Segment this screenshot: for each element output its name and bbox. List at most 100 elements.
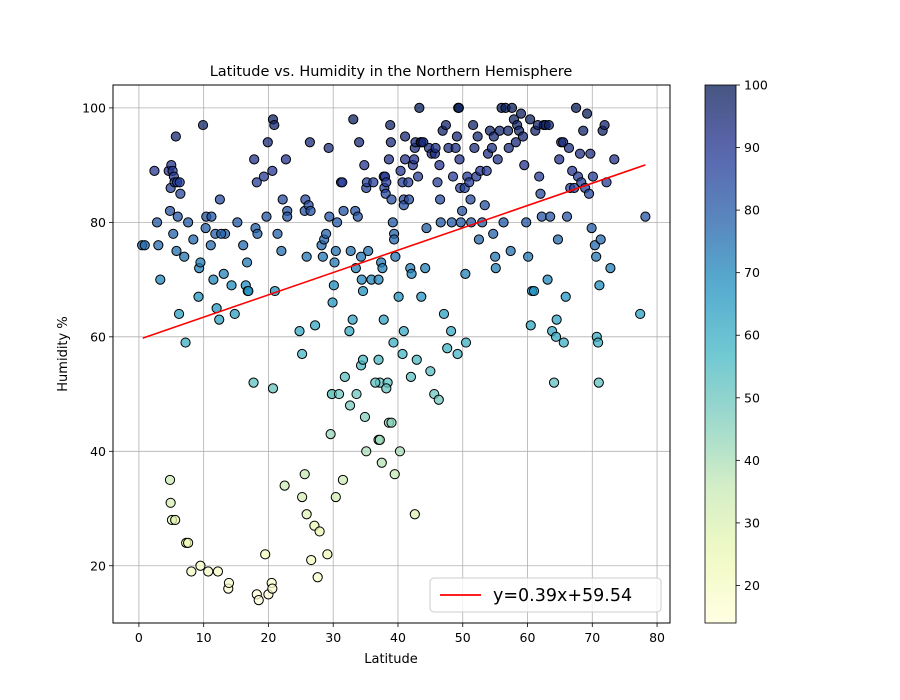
y-tick-label: 60 [90, 329, 106, 344]
data-point [521, 217, 532, 228]
data-point [232, 217, 243, 228]
data-point [206, 211, 217, 222]
data-point [272, 228, 283, 239]
data-point [388, 234, 400, 245]
data-point [297, 348, 308, 360]
data-point [479, 200, 490, 211]
data-point [416, 291, 427, 302]
data-point [451, 131, 463, 142]
data-point [523, 251, 534, 262]
data-point [294, 326, 305, 337]
data-point [525, 320, 536, 331]
data-point [248, 377, 259, 388]
data-point [328, 280, 339, 291]
x-tick-label: 50 [455, 630, 471, 645]
data-point [351, 388, 362, 400]
data-point [280, 154, 292, 165]
data-point [486, 142, 497, 154]
data-point [164, 205, 176, 217]
data-point [170, 131, 181, 142]
data-point [197, 119, 209, 131]
data-point [344, 400, 356, 411]
chart-title: Latitude vs. Humidity in the Northern He… [210, 64, 573, 80]
data-point [322, 549, 333, 560]
colorbar-tick-label: 20 [744, 578, 760, 593]
data-point [344, 326, 355, 337]
data-point [550, 331, 562, 342]
data-point [543, 119, 554, 131]
data-point [442, 343, 453, 354]
data-point [258, 171, 270, 182]
data-point [460, 337, 472, 348]
data-point [591, 251, 602, 262]
y-tick-label: 80 [90, 215, 106, 230]
data-point [329, 257, 340, 268]
data-point [406, 268, 417, 279]
data-point [179, 251, 190, 262]
data-point [381, 177, 392, 188]
data-point [165, 497, 176, 508]
data-point [374, 434, 385, 445]
data-point [223, 577, 235, 589]
data-point [599, 119, 610, 131]
data-point [260, 549, 271, 560]
data-point [447, 171, 459, 182]
data-point [305, 205, 316, 217]
data-point [327, 297, 338, 308]
data-point [560, 291, 571, 302]
x-tick-label: 30 [325, 630, 341, 645]
data-point [397, 348, 408, 360]
data-point [432, 177, 443, 188]
data-point [149, 165, 160, 176]
data-point [421, 222, 432, 234]
data-point [173, 308, 185, 320]
data-point [464, 177, 475, 188]
data-point [411, 354, 422, 365]
data-point [435, 217, 446, 228]
data-point [267, 165, 278, 176]
data-point [355, 251, 367, 262]
data-point [468, 119, 479, 131]
colorbar-tick-label: 30 [744, 515, 760, 530]
data-point [434, 160, 445, 171]
data-point [195, 257, 206, 268]
data-point [574, 148, 586, 159]
data-point [279, 480, 290, 491]
data-point [403, 194, 415, 205]
data-point [570, 102, 582, 113]
data-point [195, 560, 206, 571]
data-point [390, 251, 401, 262]
data-point [333, 388, 345, 400]
regression-line-group [142, 164, 646, 339]
data-point [330, 245, 341, 257]
data-point [352, 211, 363, 222]
data-point [363, 245, 374, 257]
y-axis-ticks: 20 40 60 80 100 [82, 100, 113, 573]
data-point [267, 383, 279, 394]
data-point [583, 188, 595, 199]
colorbar-ticks: 20 30 40 50 60 70 80 90 100 [736, 78, 768, 593]
data-point [282, 211, 293, 222]
data-point [337, 474, 349, 486]
data-point [498, 217, 509, 228]
data-point [473, 234, 485, 245]
data-point [420, 263, 431, 274]
data-point [361, 446, 372, 457]
data-point [525, 114, 536, 125]
data-point [405, 371, 417, 382]
colorbar-tick-label: 70 [744, 265, 760, 280]
y-tick-label: 20 [90, 558, 106, 573]
data-point [359, 411, 371, 423]
data-point [262, 137, 273, 148]
data-point [208, 274, 219, 285]
data-point [309, 320, 321, 331]
data-point [377, 263, 388, 274]
colorbar-tick-label: 40 [744, 453, 760, 468]
data-point [395, 165, 406, 176]
data-point [510, 137, 521, 148]
data-point [385, 119, 396, 131]
data-point [400, 131, 411, 142]
x-tick-label: 20 [260, 630, 276, 645]
data-point [585, 148, 596, 159]
data-point [168, 228, 179, 239]
